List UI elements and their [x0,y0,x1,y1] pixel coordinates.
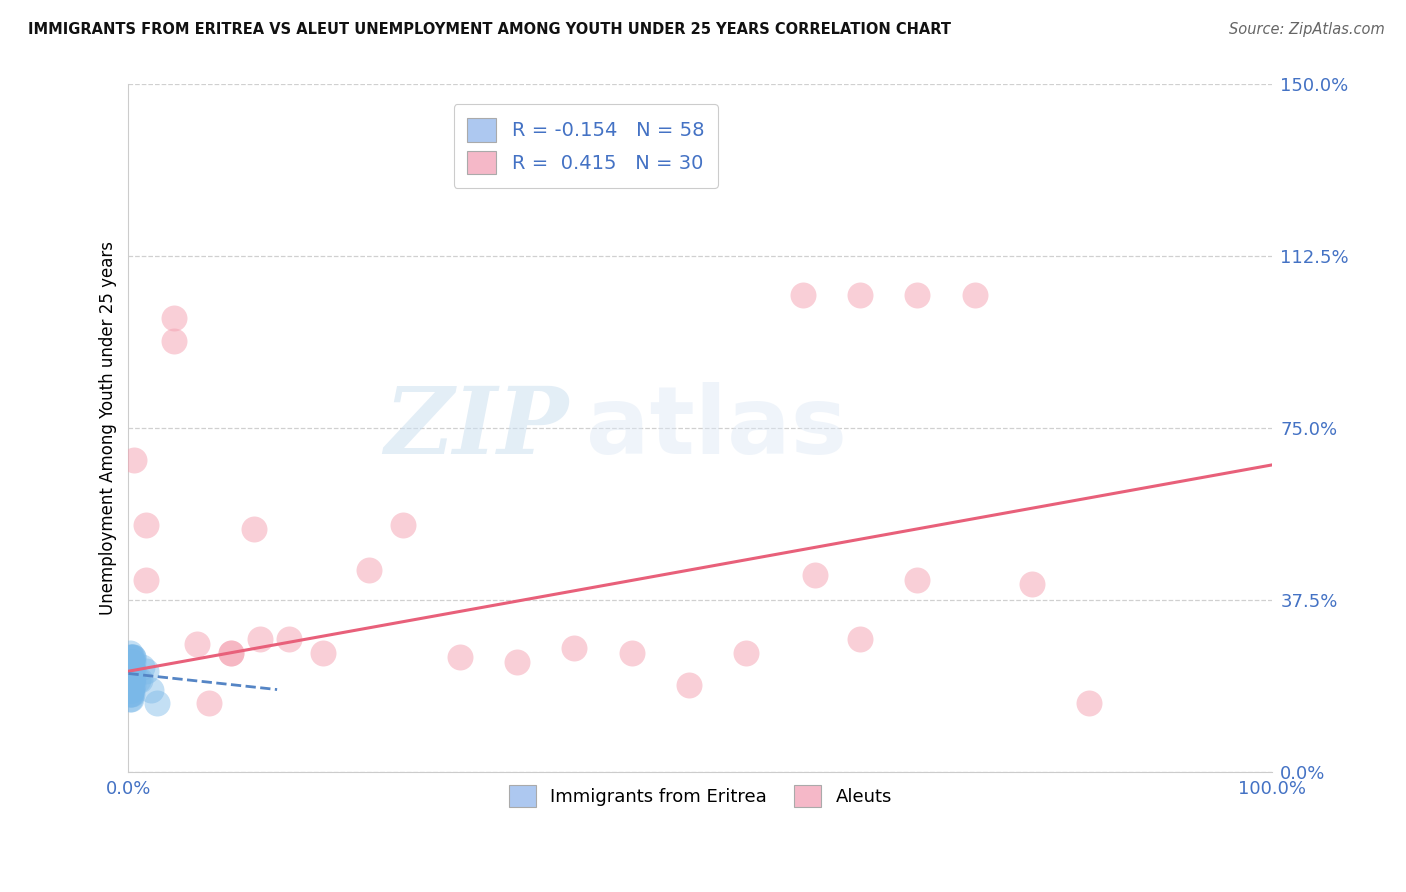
Point [735,646,758,660]
Point [120,664,142,678]
Point [118,687,141,701]
Point [186,637,208,651]
Y-axis label: Unemployment Among Youth under 25 years: Unemployment Among Youth under 25 years [100,241,117,615]
Point [849,632,872,647]
Point [121,673,143,688]
Point [118,673,141,688]
Point [118,673,141,688]
Point [118,669,141,683]
Point [121,669,143,683]
Point [120,669,142,683]
Point [905,288,928,302]
Point [118,664,141,678]
Point [146,696,169,710]
Point [122,650,145,665]
Point [121,659,143,673]
Point [141,682,163,697]
Point [357,563,380,577]
Point [905,573,928,587]
Point [135,573,157,587]
Point [127,673,149,688]
Point [1021,577,1043,591]
Point [120,691,142,706]
Point [135,517,157,532]
Point [120,659,142,673]
Point [243,522,266,536]
Point [197,696,219,710]
Point [120,682,142,697]
Point [121,682,143,697]
Point [118,673,141,688]
Point [122,678,145,692]
Point [121,659,143,673]
Point [122,664,145,678]
Point [120,682,142,697]
Point [163,311,186,326]
Point [121,673,143,688]
Text: IMMIGRANTS FROM ERITREA VS ALEUT UNEMPLOYMENT AMONG YOUTH UNDER 25 YEARS CORRELA: IMMIGRANTS FROM ERITREA VS ALEUT UNEMPLO… [28,22,950,37]
Point [122,655,145,669]
Point [277,632,299,647]
Point [312,646,335,660]
Point [449,650,471,665]
Legend: Immigrants from Eritrea, Aleuts: Immigrants from Eritrea, Aleuts [502,778,898,814]
Point [120,664,142,678]
Point [118,669,141,683]
Point [118,664,141,678]
Point [792,288,814,302]
Point [121,650,143,665]
Point [135,664,157,678]
Point [118,659,141,673]
Point [118,678,141,692]
Text: ZIP: ZIP [384,384,568,474]
Point [120,664,142,678]
Point [118,691,141,706]
Point [122,650,145,665]
Point [120,682,142,697]
Point [118,682,141,697]
Point [221,646,243,660]
Point [120,673,142,688]
Point [120,655,142,669]
Point [120,650,142,665]
Point [120,678,142,692]
Point [122,453,145,467]
Point [506,655,529,669]
Point [118,678,141,692]
Point [121,687,143,701]
Text: atlas: atlas [586,383,846,475]
Point [121,655,143,669]
Point [118,650,141,665]
Point [120,687,142,701]
Point [163,334,186,348]
Text: Source: ZipAtlas.com: Source: ZipAtlas.com [1229,22,1385,37]
Point [118,687,141,701]
Point [963,288,986,302]
Point [120,655,142,669]
Point [564,641,586,656]
Point [249,632,271,647]
Point [620,646,643,660]
Point [120,669,142,683]
Point [118,646,141,660]
Point [131,659,153,673]
Point [849,288,872,302]
Point [120,678,142,692]
Point [121,659,143,673]
Point [221,646,243,660]
Point [803,568,825,582]
Point [678,678,700,692]
Point [118,682,141,697]
Point [1077,696,1099,710]
Point [121,673,143,688]
Point [122,673,145,688]
Point [129,673,152,688]
Point [121,664,143,678]
Point [392,517,415,532]
